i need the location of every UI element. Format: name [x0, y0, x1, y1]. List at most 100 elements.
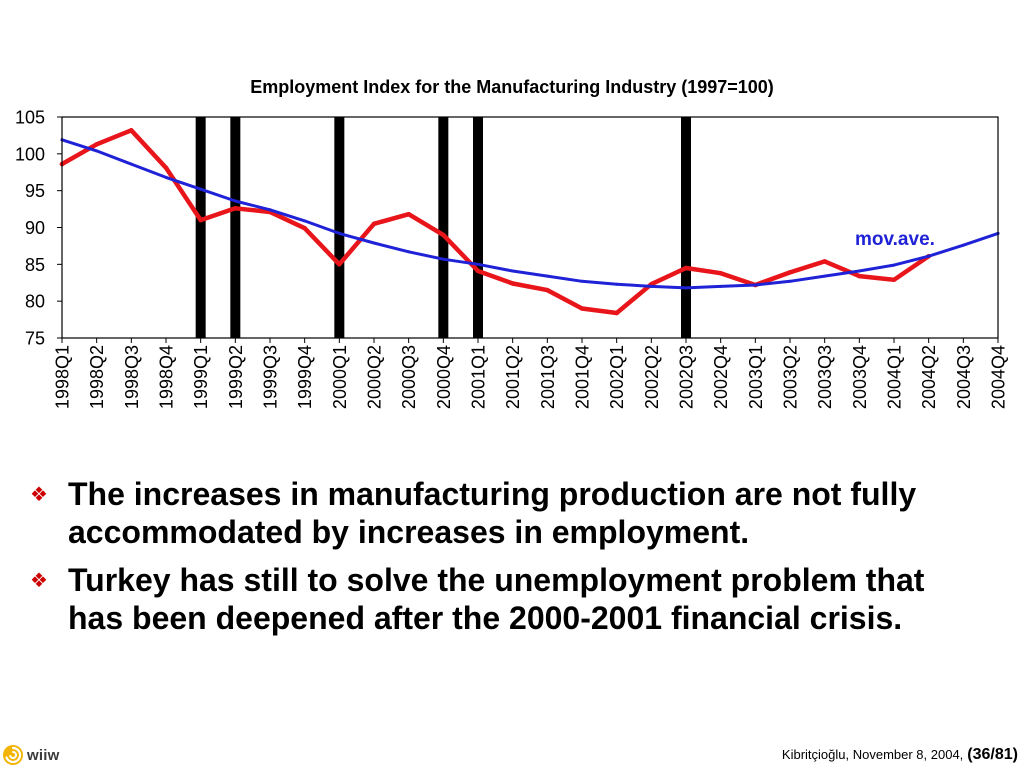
- series-point: [407, 250, 411, 254]
- series-point: [476, 262, 480, 266]
- x-tick-label: 2001Q2: [503, 345, 523, 409]
- x-tick-label: 2002Q1: [607, 345, 627, 409]
- series-point: [95, 149, 99, 153]
- y-tick-label: 80: [25, 292, 45, 312]
- x-tick-label: 2003Q4: [850, 345, 870, 409]
- series-point: [684, 286, 688, 290]
- series-point: [545, 287, 550, 293]
- series-point: [303, 219, 307, 223]
- y-tick-label: 85: [25, 255, 45, 275]
- series-point: [129, 162, 133, 166]
- y-tick-label: 100: [15, 144, 45, 164]
- series-point: [441, 257, 445, 261]
- x-tick-label: 2003Q2: [781, 345, 801, 409]
- x-tick-label: 1998Q2: [87, 345, 107, 409]
- x-tick-label: 2004Q3: [954, 345, 974, 409]
- series-point: [787, 270, 793, 275]
- x-tick-label: 2001Q1: [469, 345, 489, 409]
- x-tick-label: 1999Q2: [226, 345, 246, 409]
- x-tick-label: 1999Q4: [295, 345, 315, 409]
- y-tick-label: 95: [25, 181, 45, 201]
- series-point: [683, 265, 689, 271]
- series-point: [892, 263, 896, 267]
- series-point: [614, 310, 619, 316]
- wiiw-logo: wiiw: [2, 744, 59, 766]
- x-tick-label: 2000Q4: [434, 345, 454, 409]
- x-tick-label: 2002Q3: [677, 345, 697, 409]
- y-tick-label: 75: [25, 329, 45, 349]
- x-tick-label: 1999Q3: [261, 345, 281, 409]
- series-point: [164, 175, 168, 179]
- y-tick-label: 90: [25, 218, 45, 238]
- series-point: [615, 282, 619, 286]
- series-point: [823, 274, 827, 278]
- x-tick-label: 2003Q3: [815, 345, 835, 409]
- bullet-list: The increases in manufacturing productio…: [0, 475, 1024, 647]
- series-point: [233, 206, 238, 211]
- series-point: [579, 306, 585, 311]
- series-point: [927, 254, 931, 258]
- plot-area-background: [62, 117, 998, 338]
- x-tick-label: 2000Q1: [330, 345, 350, 409]
- x-tick-label: 1998Q3: [122, 345, 142, 409]
- series-point: [891, 277, 897, 283]
- series-point: [545, 274, 549, 278]
- series-point: [649, 284, 653, 288]
- series-point: [129, 128, 134, 133]
- x-tick-label: 1998Q1: [53, 345, 73, 409]
- chart-title: Employment Index for the Manufacturing I…: [250, 77, 774, 97]
- series-line-employment-index: [59, 128, 931, 316]
- series-point: [372, 241, 376, 245]
- series-point: [857, 273, 862, 279]
- series-point: [580, 279, 584, 283]
- four-diamond-bullet-icon: [30, 484, 52, 504]
- footer-citation-block: Kibritçioğlu, November 8, 2004, (36/81): [782, 745, 1018, 765]
- vertical-marker-bar: [334, 117, 345, 338]
- x-tick-label: 2001Q4: [573, 345, 593, 409]
- x-tick-label: 2000Q3: [399, 345, 419, 409]
- series-point: [198, 217, 203, 223]
- series-point: [719, 284, 723, 288]
- four-diamond-bullet-icon: [30, 570, 52, 590]
- x-tick-label: 2004Q2: [919, 345, 939, 409]
- x-tick-label: 2002Q2: [642, 345, 662, 409]
- series-point: [441, 232, 446, 238]
- footer-page-number: (36/81): [967, 746, 1018, 763]
- bullet-text: The increases in manufacturing productio…: [68, 476, 917, 550]
- series-point: [337, 262, 342, 267]
- series-point: [302, 225, 307, 231]
- vertical-marker-bar: [230, 117, 241, 338]
- series-point: [94, 142, 99, 147]
- series-point: [753, 283, 757, 287]
- series-point: [268, 208, 272, 212]
- series-point: [510, 281, 515, 286]
- bullet-item: The increases in manufacturing productio…: [0, 475, 968, 551]
- series-point: [199, 187, 203, 191]
- series-point: [857, 269, 861, 273]
- footer-citation: Kibritçioğlu, November 8, 2004,: [781, 747, 964, 762]
- series-point: [371, 221, 377, 227]
- x-tick-label: 1998Q4: [157, 345, 177, 409]
- x-tick-label: 2002Q4: [711, 345, 731, 409]
- series-point: [718, 270, 723, 276]
- x-tick-label: 2004Q1: [885, 345, 905, 409]
- series-point: [233, 199, 237, 203]
- y-tick-label: 105: [15, 108, 45, 128]
- series-point: [337, 231, 341, 235]
- logo-text: wiiw: [27, 746, 60, 764]
- bullet-item: Turkey has still to solve the unemployme…: [0, 561, 968, 637]
- x-tick-label: 1999Q1: [191, 345, 211, 409]
- plot-layer: 75 80 85 90 95 100 105 1998Q1 1998Q2 1998Q3 1998Q4…: [15, 108, 1009, 410]
- series-point: [788, 279, 792, 283]
- series-line-moving-average: [60, 138, 1000, 290]
- vertical-marker-bar: [195, 117, 206, 338]
- x-tick-label: 2003Q1: [746, 345, 766, 409]
- series-point: [475, 268, 481, 274]
- vertical-marker-bar: [681, 117, 691, 338]
- series-point: [163, 165, 169, 171]
- moving-average-label: mov.ave.: [855, 229, 935, 250]
- x-tick-label: 2000Q2: [365, 345, 385, 409]
- x-tick-label: 2004Q4: [989, 345, 1009, 409]
- bullet-text: Turkey has still to solve the unemployme…: [68, 562, 925, 636]
